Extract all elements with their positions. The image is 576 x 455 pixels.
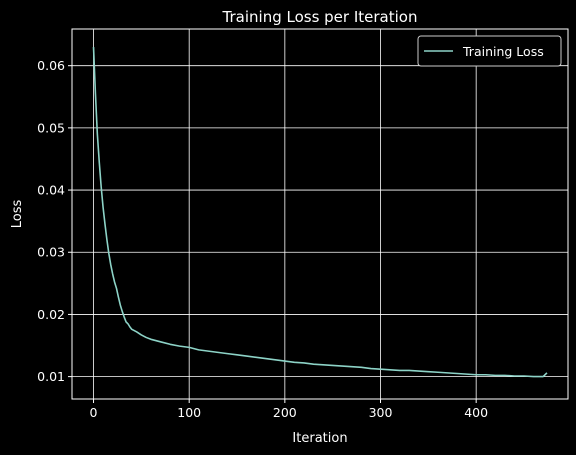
x-tick-label: 200 xyxy=(273,405,297,420)
x-tick-label: 0 xyxy=(90,405,98,420)
x-axis-label: Iteration xyxy=(292,431,347,446)
y-tick-label: 0.02 xyxy=(37,307,65,322)
series-layer xyxy=(92,46,548,378)
axes-frame xyxy=(71,28,569,400)
legend-box xyxy=(417,35,562,67)
y-axis-label: Loss xyxy=(10,200,25,229)
grid xyxy=(72,29,568,399)
y-axis: 0.01 0.02 0.03 0.04 0.05 0.06 xyxy=(37,58,72,384)
y-tick-label: 0.03 xyxy=(37,245,65,260)
chart-title: Training Loss per Iteration xyxy=(222,8,418,26)
x-tick-label: 400 xyxy=(464,405,488,420)
y-tick-label: 0.04 xyxy=(37,183,65,198)
x-axis: 0 100 200 300 400 xyxy=(90,399,488,420)
series-line-training-loss xyxy=(92,46,548,378)
x-tick-label: 300 xyxy=(369,405,393,420)
y-tick-label: 0.01 xyxy=(37,369,65,384)
y-tick-label: 0.05 xyxy=(37,120,65,135)
legend: Training Loss xyxy=(417,35,562,67)
y-tick-label: 0.06 xyxy=(37,58,65,73)
x-tick-label: 100 xyxy=(177,405,201,420)
legend-label: Training Loss xyxy=(462,44,544,59)
